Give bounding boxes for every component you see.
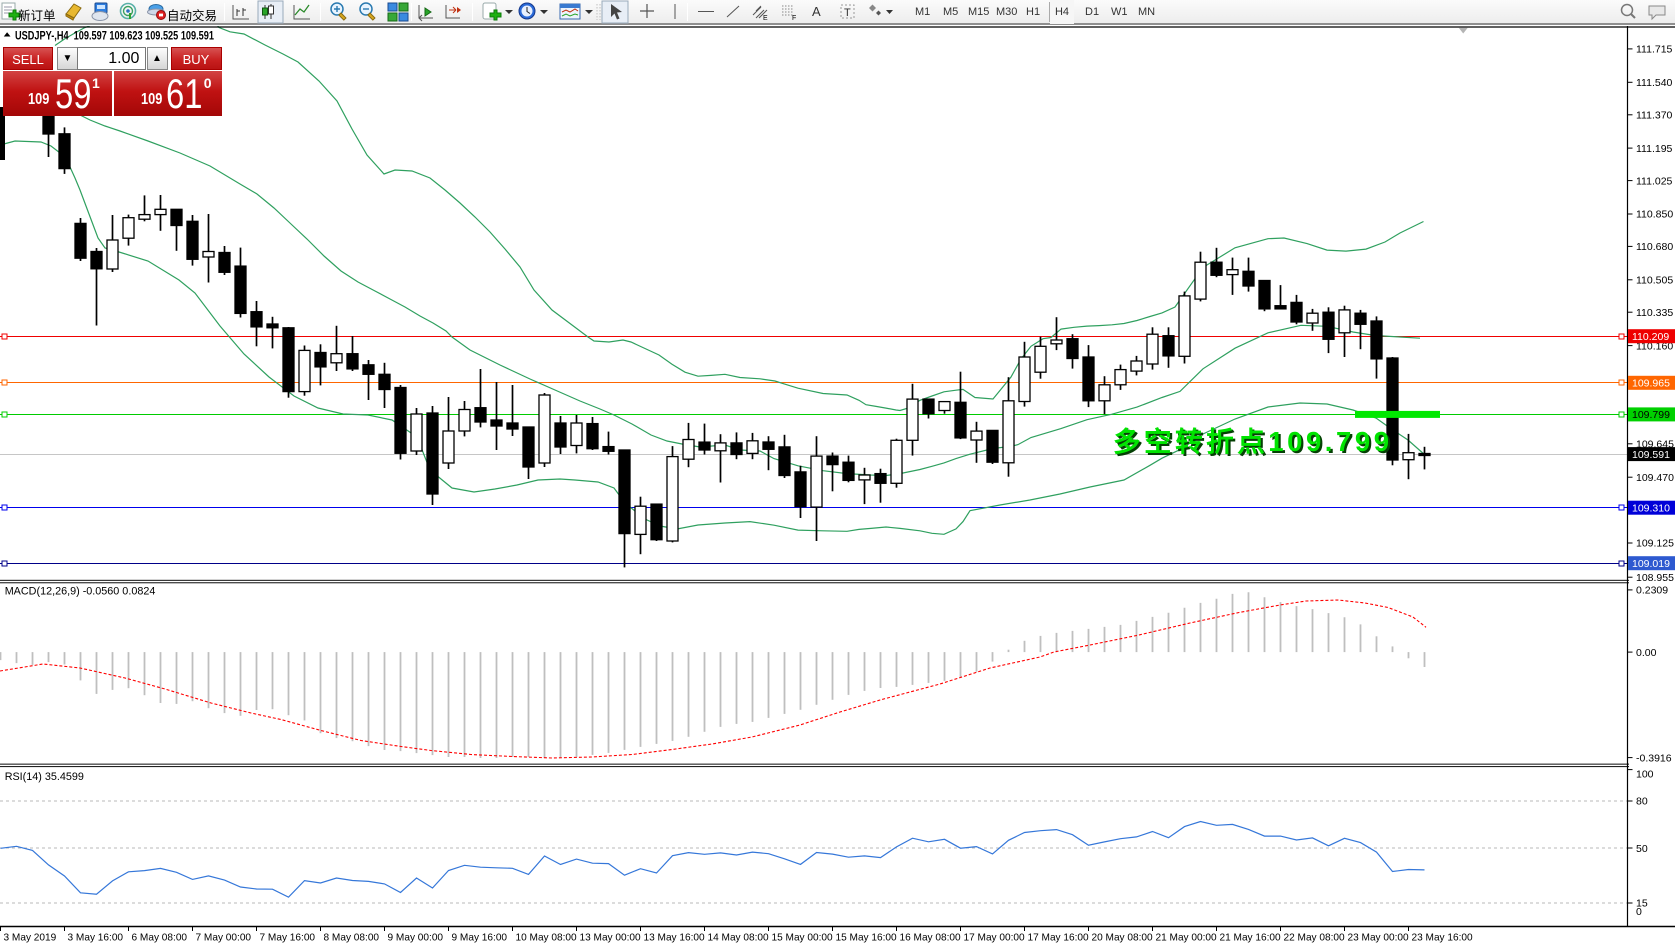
svg-text:110.209: 110.209	[1632, 331, 1669, 343]
svg-text:111.540: 111.540	[1636, 77, 1673, 89]
svg-text:USDJPY-,H4 109.597 109.623 10: USDJPY-,H4 109.597 109.623 109.525 109.5…	[15, 31, 214, 43]
svg-text:0.2309: 0.2309	[1636, 585, 1668, 597]
svg-text:109.799: 109.799	[1632, 409, 1670, 421]
svg-text:RSI(14) 35.4599: RSI(14) 35.4599	[5, 771, 84, 783]
svg-text:23 May 16:00: 23 May 16:00	[1412, 933, 1474, 944]
svg-text:110.160: 110.160	[1636, 340, 1673, 352]
svg-text:111.195: 111.195	[1636, 143, 1673, 155]
svg-text:21 May 00:00: 21 May 00:00	[1156, 933, 1218, 944]
svg-text:3 May 16:00: 3 May 16:00	[68, 933, 124, 944]
svg-text:109.125: 109.125	[1636, 538, 1674, 550]
svg-text:50: 50	[1636, 843, 1648, 855]
svg-text:15 May 16:00: 15 May 16:00	[836, 933, 898, 944]
svg-text:-0.3916: -0.3916	[1636, 752, 1672, 764]
svg-text:7 May 00:00: 7 May 00:00	[196, 933, 252, 944]
svg-text:110.850: 110.850	[1636, 209, 1673, 221]
svg-text:108.955: 108.955	[1636, 572, 1674, 584]
svg-text:17 May 00:00: 17 May 00:00	[964, 933, 1026, 944]
svg-text:10 May 08:00: 10 May 08:00	[516, 933, 578, 944]
svg-text:22 May 08:00: 22 May 08:00	[1284, 933, 1346, 944]
svg-text:15: 15	[1636, 898, 1648, 910]
svg-text:110.335: 110.335	[1636, 307, 1673, 319]
svg-text:100: 100	[1636, 768, 1654, 780]
svg-text:16 May 08:00: 16 May 08:00	[900, 933, 962, 944]
svg-text:3 May 2019: 3 May 2019	[4, 933, 57, 944]
svg-text:A: A	[812, 4, 821, 19]
svg-text:80: 80	[1636, 796, 1648, 808]
svg-text:9 May 00:00: 9 May 00:00	[388, 933, 444, 944]
svg-text:13 May 00:00: 13 May 00:00	[580, 933, 642, 944]
svg-text:6 May 08:00: 6 May 08:00	[132, 933, 188, 944]
svg-text:多空转折点109.799: 多空转折点109.799	[1115, 428, 1391, 459]
svg-text:15 May 00:00: 15 May 00:00	[772, 933, 834, 944]
svg-text:109.591: 109.591	[1632, 449, 1670, 461]
svg-text:T: T	[844, 7, 851, 19]
svg-text:110.680: 110.680	[1636, 241, 1673, 253]
svg-text:111.025: 111.025	[1636, 175, 1673, 187]
svg-text:111.370: 111.370	[1636, 110, 1673, 122]
svg-text:多空转折点109.799: 多空转折点109.799	[1113, 426, 1389, 457]
svg-text:0: 0	[1636, 906, 1642, 918]
svg-text:MACD(12,26,9) -0.0560 0.0824: MACD(12,26,9) -0.0560 0.0824	[5, 586, 156, 598]
svg-text:14 May 08:00: 14 May 08:00	[708, 933, 770, 944]
svg-text:109.470: 109.470	[1636, 472, 1674, 484]
svg-text:7 May 16:00: 7 May 16:00	[260, 933, 316, 944]
svg-text:9 May 16:00: 9 May 16:00	[452, 933, 508, 944]
svg-text:111.715: 111.715	[1636, 44, 1673, 56]
svg-text:0.00: 0.00	[1636, 647, 1657, 659]
svg-text:8 May 08:00: 8 May 08:00	[324, 933, 380, 944]
svg-text:109.019: 109.019	[1632, 558, 1670, 570]
svg-text:20 May 08:00: 20 May 08:00	[1092, 933, 1154, 944]
svg-text:17 May 16:00: 17 May 16:00	[1028, 933, 1090, 944]
svg-text:23 May 00:00: 23 May 00:00	[1348, 933, 1410, 944]
svg-text:E: E	[763, 15, 768, 22]
svg-text:109.965: 109.965	[1632, 378, 1670, 390]
svg-text:F: F	[792, 15, 796, 22]
svg-text:21 May 16:00: 21 May 16:00	[1220, 933, 1282, 944]
svg-text:110.505: 110.505	[1636, 275, 1673, 287]
svg-text:109.310: 109.310	[1632, 502, 1670, 514]
svg-text:13 May 16:00: 13 May 16:00	[644, 933, 706, 944]
